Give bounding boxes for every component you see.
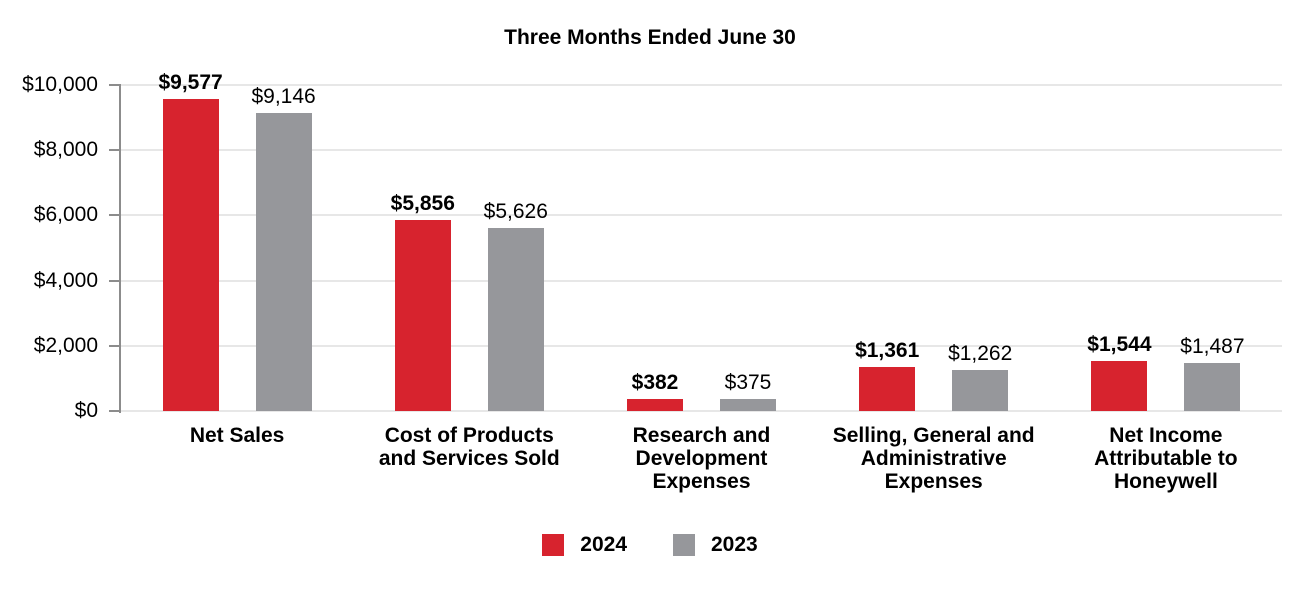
value-label-2024-cost-of-products-and-services-sold: $5,856 [390, 192, 455, 216]
value-label-2023-net-sales: $9,146 [251, 84, 316, 108]
bar-2024-research-and-development-expenses [627, 398, 683, 411]
gridline [121, 279, 1282, 282]
value-label-2023-selling-general-and-administrative-expenses: $1,262 [948, 341, 1013, 365]
y-axis-labels: $0 $2,000 $4,000 $6,000 $8,000 $10,000 [0, 74, 98, 422]
legend-swatch-2024 [542, 534, 565, 556]
bar-2023-research-and-development-expenses [720, 398, 776, 411]
y-axis-tick [109, 149, 119, 152]
gridline [121, 149, 1282, 152]
y-axis-tick-label: $6,000 [33, 203, 98, 227]
y-axis-tick [109, 344, 119, 347]
bar-2023-selling-general-and-administrative-expenses [952, 369, 1009, 411]
value-label-2024-net-income-attributable-to-honeywell: $1,544 [1087, 332, 1152, 356]
category-label-research-and-development-expenses: Research and Development Expenses [632, 424, 771, 493]
bar-2024-net-sales [162, 98, 219, 411]
category-label-net-income-attributable-to-honeywell: Net Income Attributable to Honeywell [1094, 424, 1238, 493]
y-axis-tick [109, 214, 119, 217]
y-axis-tick-label: $8,000 [33, 138, 98, 162]
bar-2024-selling-general-and-administrative-expenses [859, 366, 916, 411]
bar-2023-cost-of-products-and-services-sold [487, 227, 544, 411]
value-label-2024-research-and-development-expenses: $382 [631, 370, 679, 394]
y-axis-tick [109, 279, 119, 282]
bar-2023-net-income-attributable-to-honeywell [1184, 362, 1241, 411]
y-axis-tick [109, 84, 119, 86]
y-axis-tick-label: $10,000 [22, 73, 98, 96]
y-axis-tick [109, 410, 119, 412]
legend-label-2023: 2023 [711, 533, 758, 556]
bar-2024-net-income-attributable-to-honeywell [1091, 360, 1148, 411]
bar-2023-net-sales [255, 112, 312, 411]
category-label-selling-general-and-administrative-expenses: Selling, General and Administrative Expe… [832, 424, 1035, 493]
x-axis-category-labels: Net Sales Cost of Products and Services S… [121, 424, 1282, 499]
bar-2024-cost-of-products-and-services-sold [394, 220, 451, 411]
gridline [121, 214, 1282, 217]
gridline [121, 84, 1282, 86]
legend: 2024 2023 [0, 534, 1300, 556]
legend-item-2024: 2024 [542, 534, 627, 556]
y-axis-line [119, 84, 121, 413]
plot-area: $9,577 $9,146 $5,856 $5,626 $382 $375 $1,361 $1… [109, 71, 1282, 413]
legend-swatch-2023 [673, 534, 695, 556]
gridline [121, 344, 1282, 347]
value-label-2024-net-sales: $9,577 [158, 70, 223, 94]
value-label-2023-research-and-development-expenses: $375 [724, 370, 772, 394]
category-label-cost-of-products-and-services-sold: Cost of Products and Services Sold [378, 424, 560, 470]
legend-item-2023: 2023 [673, 534, 758, 556]
gridline [121, 410, 1282, 412]
chart-title: Three Months Ended June 30 [504, 26, 796, 49]
y-axis-tick-label: $4,000 [33, 268, 98, 292]
value-label-2024-selling-general-and-administrative-expenses: $1,361 [855, 338, 920, 362]
y-axis-tick-label: $2,000 [33, 333, 98, 357]
y-axis-tick-label: $0 [74, 399, 98, 422]
category-label-net-sales: Net Sales [189, 424, 285, 447]
value-label-2023-net-income-attributable-to-honeywell: $1,487 [1180, 334, 1245, 358]
value-label-2023-cost-of-products-and-services-sold: $5,626 [483, 199, 548, 223]
legend-label-2024: 2024 [580, 533, 627, 556]
